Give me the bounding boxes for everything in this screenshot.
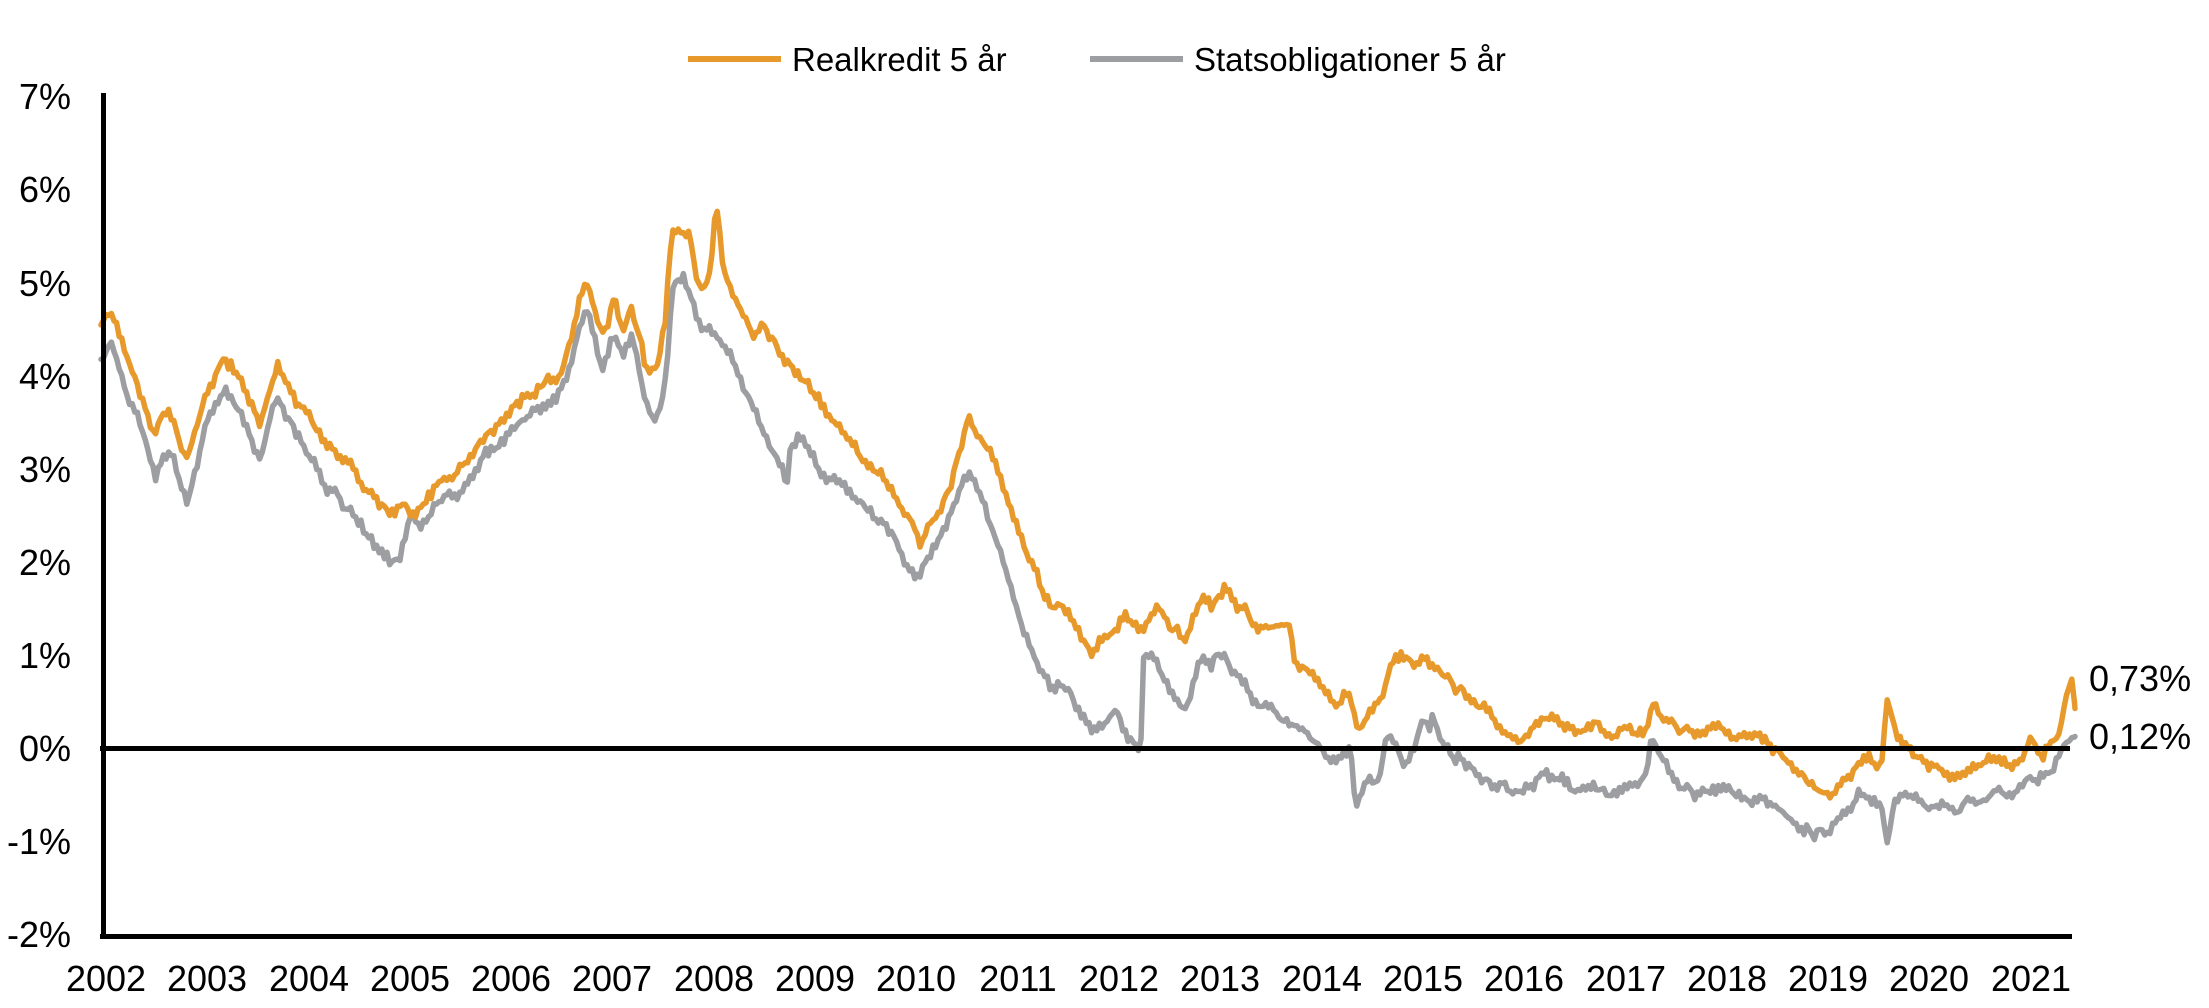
svg-text:2020: 2020 <box>1889 958 1969 999</box>
svg-text:2004: 2004 <box>269 958 349 999</box>
svg-text:1%: 1% <box>19 635 71 676</box>
svg-text:2021: 2021 <box>1991 958 2071 999</box>
svg-text:2017: 2017 <box>1586 958 1666 999</box>
svg-text:2019: 2019 <box>1788 958 1868 999</box>
svg-text:2%: 2% <box>19 542 71 583</box>
svg-text:2008: 2008 <box>674 958 754 999</box>
svg-text:7%: 7% <box>19 76 71 117</box>
svg-text:6%: 6% <box>19 169 71 210</box>
svg-text:5%: 5% <box>19 263 71 304</box>
svg-text:2007: 2007 <box>572 958 652 999</box>
svg-text:2014: 2014 <box>1282 958 1362 999</box>
svg-text:2009: 2009 <box>775 958 855 999</box>
svg-text:Statsobligationer 5 år: Statsobligationer 5 år <box>1194 41 1506 78</box>
svg-text:2016: 2016 <box>1484 958 1564 999</box>
svg-text:0,73%: 0,73% <box>2089 658 2191 699</box>
svg-text:2011: 2011 <box>979 958 1056 999</box>
svg-text:2002: 2002 <box>66 958 146 999</box>
svg-text:2018: 2018 <box>1687 958 1767 999</box>
svg-text:2015: 2015 <box>1383 958 1463 999</box>
svg-text:0,12%: 0,12% <box>2089 716 2191 757</box>
svg-text:2006: 2006 <box>471 958 551 999</box>
svg-text:-1%: -1% <box>7 821 71 862</box>
svg-text:2003: 2003 <box>167 958 247 999</box>
svg-text:4%: 4% <box>19 356 71 397</box>
svg-text:0%: 0% <box>19 728 71 769</box>
svg-text:-2%: -2% <box>7 914 71 955</box>
svg-text:2005: 2005 <box>370 958 450 999</box>
svg-text:3%: 3% <box>19 449 71 490</box>
svg-text:Realkredit 5 år: Realkredit 5 år <box>792 41 1007 78</box>
svg-text:2013: 2013 <box>1180 958 1260 999</box>
svg-text:2010: 2010 <box>876 958 956 999</box>
svg-text:2012: 2012 <box>1079 958 1159 999</box>
